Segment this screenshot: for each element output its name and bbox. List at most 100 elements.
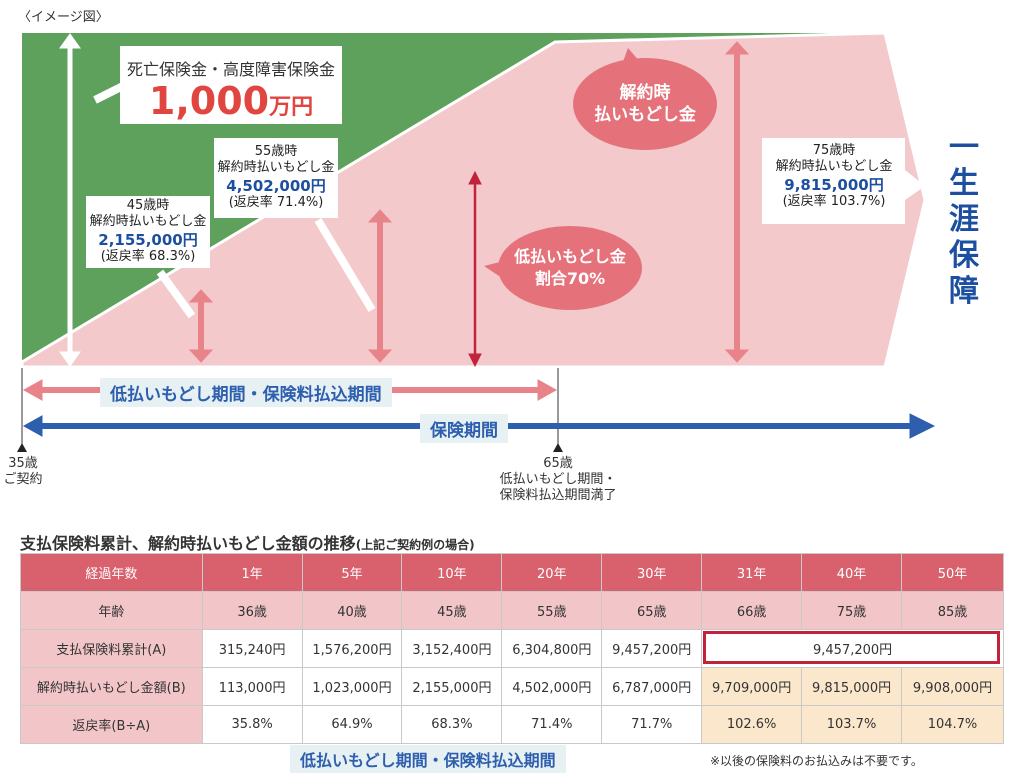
callout-75: 75歳時 解約時払いもどし金 9,815,000円 (返戻率 103.7%): [764, 143, 904, 211]
age-cell: 85歳: [900, 591, 1005, 630]
premium-cell: 3,152,400円: [401, 629, 503, 668]
age-start-line2: ご契約: [3, 472, 43, 487]
surrender-bubble: [573, 58, 717, 150]
premium-cell: 315,240円: [201, 629, 303, 668]
age-cell: 75歳: [801, 591, 902, 630]
age-cell: 55歳: [501, 591, 603, 630]
age-start-line1: 35歳: [8, 456, 38, 471]
surrender-cell: 9,815,000円: [801, 667, 902, 706]
bottom-period-label: 低払いもどし期間・保険料払込期間: [290, 745, 566, 773]
premium-cell: 9,457,200円: [601, 629, 703, 668]
premium-cell: 6,304,800円: [501, 629, 603, 668]
premium-highlight-box: [703, 631, 1000, 664]
rate-cell: 104.7%: [900, 705, 1005, 744]
age-end: 65歳 低払いもどし期間・ 保険料払込期間満了: [488, 456, 628, 504]
age-cell: 36歳: [201, 591, 303, 630]
callout-45: 45歳時 解約時払いもどし金 2,155,000円 (返戻率 68.3%): [86, 196, 210, 268]
insurance-period-label: 保険期間: [420, 414, 508, 443]
rate-cell: 103.7%: [801, 705, 902, 744]
surrender-cell: 9,709,000円: [701, 667, 803, 706]
surrender-55-arrow: [367, 209, 393, 363]
lifetime-char: 保: [949, 238, 979, 273]
start-marker: [17, 443, 27, 452]
lifetime-char: 一: [949, 130, 979, 165]
header-cell: 20年: [501, 553, 603, 592]
surrender-cell: 解約時払いもどし金額(B): [20, 667, 203, 706]
lifetime-char: 涯: [949, 202, 979, 237]
surrender-row: 解約時払いもどし金額(B) 113,000円 1,023,000円 2,155,…: [20, 667, 1005, 706]
header-cell: 30年: [601, 553, 703, 592]
callout-45-age: 45歳時: [126, 198, 170, 213]
low-ratio-bubble-text: 低払いもどし金 割合70%: [498, 246, 642, 290]
rate-cell: 返戻率(B÷A): [20, 705, 203, 744]
death-benefit-arrow: [59, 33, 81, 367]
age-start: 35歳 ご契約: [0, 456, 46, 488]
table-title-text: 支払保険料累計、解約時払いもどし金額の推移: [20, 534, 356, 553]
age-end-line2: 低払いもどし期間・: [499, 472, 617, 487]
table-title-note: (上記ご契約例の場合): [355, 538, 475, 552]
rate-cell: 102.6%: [701, 705, 803, 744]
surrender-45-arrow: [188, 289, 214, 363]
header-cell: 1年: [201, 553, 303, 592]
lifetime-char: 生: [949, 166, 979, 201]
end-marker: [553, 443, 563, 452]
rate-cell: 71.4%: [501, 705, 603, 744]
payment-note: ※以後の保険料のお払込みは不要です。: [710, 754, 923, 768]
callout-45-label: 解約時払いもどし金: [89, 214, 207, 230]
table-title: 支払保険料累計、解約時払いもどし金額の推移(上記ご契約例の場合): [20, 530, 475, 554]
callout-75-amount: 9,815,000円: [784, 175, 884, 194]
schedule-table: 経過年数 1年 5年 10年 20年 30年 31年 40年 50年 年齢 36…: [20, 553, 1005, 744]
age-cell: 45歳: [401, 591, 503, 630]
rate-cell: 35.8%: [201, 705, 303, 744]
surrender-cell: 6,787,000円: [601, 667, 703, 706]
age-cell: 66歳: [701, 591, 803, 630]
age-cell: 65歳: [601, 591, 703, 630]
callout-75-label: 解約時払いもどし金: [775, 159, 893, 175]
lifetime-coverage-label: 一 生 涯 保 障: [944, 130, 984, 310]
surrender-cell: 1,023,000円: [301, 667, 403, 706]
premium-cell: 1,576,200円: [301, 629, 403, 668]
death-benefit-label: 死亡保険金・高度障害保険金 1,000万円: [120, 46, 342, 124]
low-ratio-line1: 低払いもどし金: [514, 247, 626, 266]
rate-cell: 64.9%: [301, 705, 403, 744]
callout-55-rate: (返戻率 71.4%): [228, 195, 324, 211]
rate-cell: 68.3%: [401, 705, 503, 744]
callout-45-amount: 2,155,000円: [98, 230, 198, 249]
low-period-label: 低払いもどし期間・保険料払込期間: [100, 378, 392, 407]
callout-75-rate: (返戻率 103.7%): [782, 194, 886, 210]
death-benefit-unit: 万円: [269, 95, 314, 120]
rate-cell: 71.7%: [601, 705, 703, 744]
header-cell: 50年: [900, 553, 1005, 592]
low-ratio-arrow: [468, 170, 482, 368]
header-cell: 10年: [401, 553, 503, 592]
premium-cell: 支払保険料累計(A): [20, 629, 203, 668]
surrender-cell: 9,908,000円: [900, 667, 1005, 706]
age-end-line3: 保険料払込期間満了: [499, 488, 617, 503]
low-ratio-bubble: [498, 226, 642, 310]
surrender-bubble-line1: 解約時: [619, 83, 671, 103]
age-end-line1: 65歳: [543, 456, 573, 471]
death-benefit-title: 死亡保険金・高度障害保険金: [126, 60, 335, 79]
surrender-bubble-text: 解約時 払いもどし金: [573, 82, 717, 126]
low-ratio-line2: 割合70%: [534, 269, 606, 288]
death-benefit-amount: 1,000: [148, 79, 270, 123]
surrender-bubble-line2: 払いもどし金: [594, 105, 696, 125]
header-cell: 40年: [801, 553, 902, 592]
callout-45-rate: (返戻率 68.3%): [100, 249, 196, 265]
age-cell: 年齢: [20, 591, 203, 630]
image-label: 〈イメージ図〉: [18, 10, 109, 25]
header-cell: 31年: [701, 553, 803, 592]
surrender-cell: 4,502,000円: [501, 667, 603, 706]
header-cell: 5年: [301, 553, 403, 592]
lifetime-char: 障: [949, 274, 979, 309]
surrender-cell: 2,155,000円: [401, 667, 503, 706]
age-cell: 40歳: [301, 591, 403, 630]
surrender-75-arrow: [724, 41, 750, 363]
header-cell: 経過年数: [20, 553, 203, 592]
callout-55-amount: 4,502,000円: [226, 176, 326, 195]
header-row: 経過年数 1年 5年 10年 20年 30年 31年 40年 50年: [20, 553, 1005, 592]
age-row: 年齢 36歳 40歳 45歳 55歳 65歳 66歳 75歳 85歳: [20, 591, 1005, 630]
callout-55: 55歳時 解約時払いもどし金 4,502,000円 (返戻率 71.4%): [214, 138, 338, 218]
callout-55-label: 解約時払いもどし金: [217, 160, 335, 176]
callout-75-age: 75歳時: [812, 143, 856, 158]
